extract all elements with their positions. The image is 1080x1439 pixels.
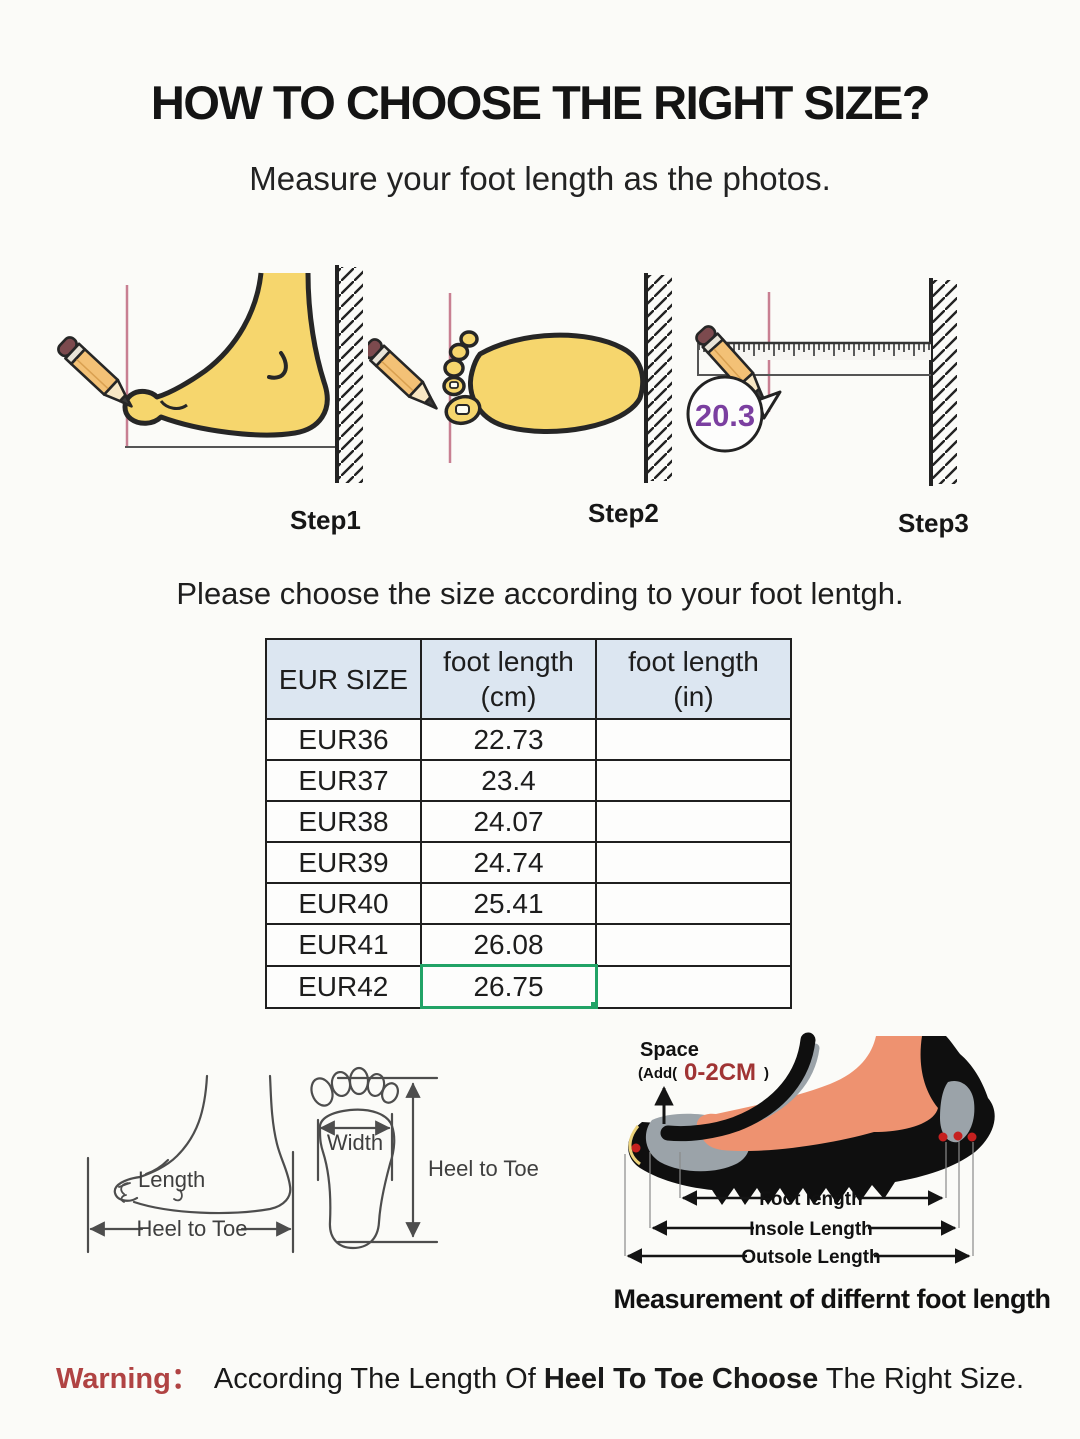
- step3-ruler-illustration: 20.3: [686, 278, 957, 486]
- heel-to-toe-horizontal-arrow: [86, 1150, 295, 1254]
- header-line: foot length: [628, 646, 759, 677]
- warning-text-after: The Right Size.: [818, 1363, 1025, 1395]
- wall-hatch: [929, 278, 957, 486]
- measure-endpoint-dots: [631, 1131, 977, 1153]
- size-note: Please choose the size according to your…: [176, 576, 904, 611]
- warning-text-before: According The Length Of: [213, 1363, 544, 1395]
- guide-lines: [624, 1141, 974, 1256]
- cell-in: [595, 841, 792, 884]
- wall-hatch: [335, 265, 363, 483]
- size-table-wrap: EUR SIZE foot length (cm) foot length (i…: [265, 638, 792, 1009]
- length-label: Length: [138, 1167, 205, 1192]
- space-annotation: Space (Add( 0-2CM ): [638, 1039, 769, 1124]
- table-row: EUR37 23.4: [265, 759, 792, 802]
- step1-label: Step1: [290, 505, 361, 535]
- shoe-diagram-caption: Measurement of differnt foot length: [613, 1284, 1052, 1314]
- step2-label: Step2: [588, 498, 659, 528]
- cell-size: EUR37: [265, 759, 422, 802]
- foot-top-icon: [442, 330, 646, 434]
- cell-cm: 23.4: [420, 759, 597, 802]
- measurement-bubble: 20.3: [686, 375, 782, 453]
- wall-hatch: [644, 273, 672, 483]
- cell-in: [595, 759, 792, 802]
- cell-cm: 24.74: [420, 841, 597, 884]
- foot-side-icon: [122, 272, 330, 438]
- header-line: foot length: [443, 646, 574, 677]
- warning-label: Warning：: [55, 1363, 200, 1395]
- header-line: (in): [673, 681, 714, 712]
- shoe-measurement-block: Space (Add( 0-2CM ): [612, 1022, 1052, 1315]
- table-row: EUR42 26.75: [265, 964, 792, 1009]
- cell-in: [595, 800, 792, 843]
- cell-size: EUR36: [265, 718, 422, 761]
- top-foot-outline-icon: [310, 1066, 399, 1250]
- insole-length-label: Insole Length: [749, 1219, 873, 1240]
- heel-to-toe-label: Heel to Toe: [428, 1156, 539, 1181]
- subtitle: Measure your foot length as the photos.: [249, 160, 831, 197]
- heel-to-toe-label: Heel to Toe: [137, 1216, 248, 1241]
- page-title: HOW TO CHOOSE THE RIGHT SIZE?: [150, 76, 931, 130]
- warning-emphasis: Heel To Toe Choose: [543, 1363, 819, 1395]
- outsole-length-label: Outsole Length: [741, 1247, 880, 1268]
- cell-cm: 22.73: [420, 718, 597, 761]
- cell-size: EUR38: [265, 800, 422, 843]
- width-arrow: [316, 1112, 394, 1182]
- cell-size: EUR39: [265, 841, 422, 884]
- space-value: 0-2CM: [684, 1059, 756, 1086]
- cell-cm: 26.08: [420, 923, 597, 967]
- cell-size: EUR40: [265, 882, 422, 925]
- width-label: Width: [327, 1130, 383, 1155]
- cell-size: EUR41: [265, 923, 422, 967]
- foot-measurement-lineart: Length Heel to Toe Width Heel to Toe: [86, 1066, 539, 1254]
- step1-foot-side-illustration: [55, 265, 363, 483]
- header-cell-foot-length-cm: foot length (cm): [420, 638, 597, 720]
- length-arrows: [626, 1190, 971, 1264]
- table-row: EUR40 25.41: [265, 882, 792, 925]
- shoe-cross-section-illustration: Space (Add( 0-2CM ): [624, 1032, 995, 1268]
- header-line: (cm): [480, 681, 537, 712]
- cell-cm: 24.07: [420, 800, 597, 843]
- selected-cell: 26.75: [419, 964, 598, 1009]
- space-add-close: ): [764, 1065, 769, 1082]
- size-table: EUR SIZE foot length (cm) foot length (i…: [265, 638, 792, 1009]
- cell-size: EUR42: [265, 964, 422, 1009]
- table-row: EUR36 22.73: [265, 718, 792, 761]
- cell-in: [595, 718, 792, 761]
- cell-in: [595, 882, 792, 925]
- cell-in: [595, 923, 792, 967]
- side-foot-outline-icon: [113, 1074, 292, 1215]
- ruler-icon: [697, 341, 931, 376]
- table-row: EUR41 26.08: [265, 923, 792, 967]
- step2-foot-top-illustration: [368, 273, 672, 483]
- warning-line: Warning： According The Length Of Heel To …: [0, 1355, 1080, 1397]
- shoe-sole-icon: [628, 1032, 995, 1205]
- space-label: Space: [640, 1039, 699, 1061]
- measurement-value: 20.3: [695, 398, 755, 433]
- heel-to-toe-vertical-arrow: [336, 1076, 439, 1244]
- step3-label: Step3: [898, 508, 969, 538]
- cell-cm: 25.41: [420, 882, 597, 925]
- header-line: EUR SIZE: [278, 663, 409, 695]
- table-row: EUR38 24.07: [265, 800, 792, 843]
- header-row: EUR SIZE foot length (cm) foot length (i…: [265, 638, 792, 720]
- table-row: EUR39 24.74: [265, 841, 792, 884]
- space-add-open: (Add(: [638, 1065, 677, 1082]
- cell-in: [595, 964, 792, 1009]
- header-cell-eur-size: EUR SIZE: [265, 638, 422, 720]
- foot-length-label: Foot length: [759, 1189, 862, 1210]
- header-cell-foot-length-in: foot length (in): [595, 638, 792, 720]
- pencil-icon: [368, 335, 445, 417]
